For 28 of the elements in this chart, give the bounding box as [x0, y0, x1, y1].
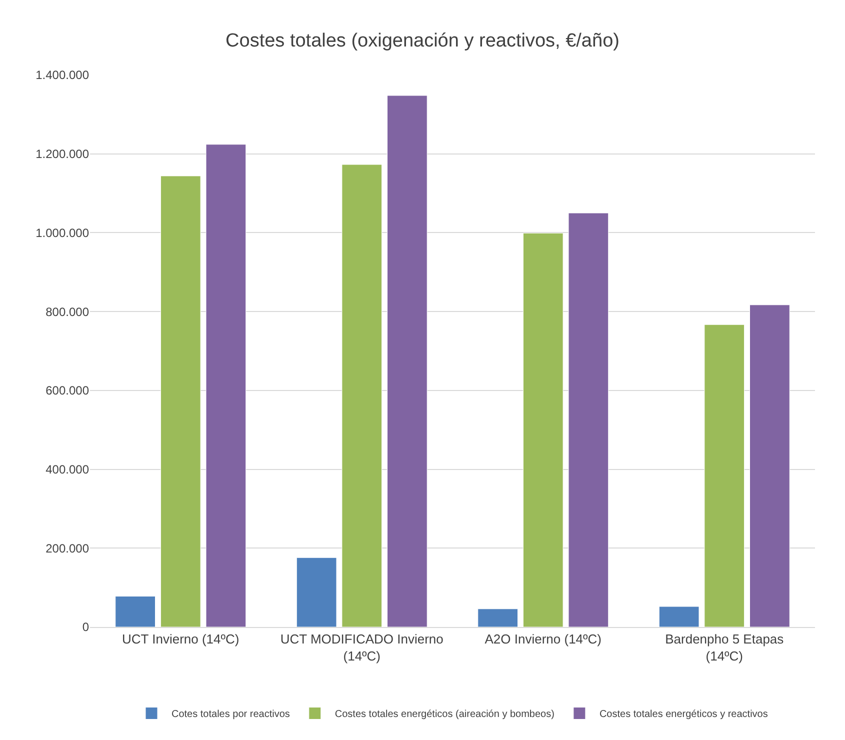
y-tick-label: 1.400.000: [36, 68, 90, 82]
y-tick-label: 1.200.000: [36, 147, 90, 162]
y-tick-label: 400.000: [46, 462, 90, 476]
x-tick-label: UCT MODIFICADO Invierno (14ºC): [280, 632, 444, 664]
bar: [568, 212, 609, 627]
bar: [478, 608, 518, 627]
bar: [206, 144, 246, 627]
bar: [704, 324, 745, 627]
bar: [296, 557, 337, 627]
x-tick-label: Bardenpho 5 Etapas (14ºC): [665, 632, 784, 664]
bar: [750, 304, 790, 627]
y-tick-label: 200.000: [46, 541, 90, 556]
y-tick-label: 800.000: [46, 304, 90, 319]
bar: [115, 596, 156, 627]
y-tick-label: 0: [82, 620, 90, 634]
bar: [522, 232, 564, 627]
chart-title: Costes totales (oxigenación y reactivos, €/año): [226, 30, 620, 52]
legend-label: Costes totales energéticos y reactivos: [599, 709, 768, 720]
x-tick-label: UCT Invierno (14ºC): [122, 632, 240, 647]
bar: [160, 176, 201, 627]
bar: [342, 164, 382, 627]
x-tick-label: A2O Invierno (14ºC): [484, 632, 602, 647]
bar: [387, 95, 428, 627]
legend-label: Costes totales energéticos (aireación y bombeos): [334, 709, 554, 720]
legend-label: Cotes totales por reactivos: [172, 709, 290, 720]
y-tick-label: 600.000: [46, 384, 90, 398]
y-tick-label: 1.000.000: [36, 226, 90, 240]
bar: [658, 606, 700, 627]
